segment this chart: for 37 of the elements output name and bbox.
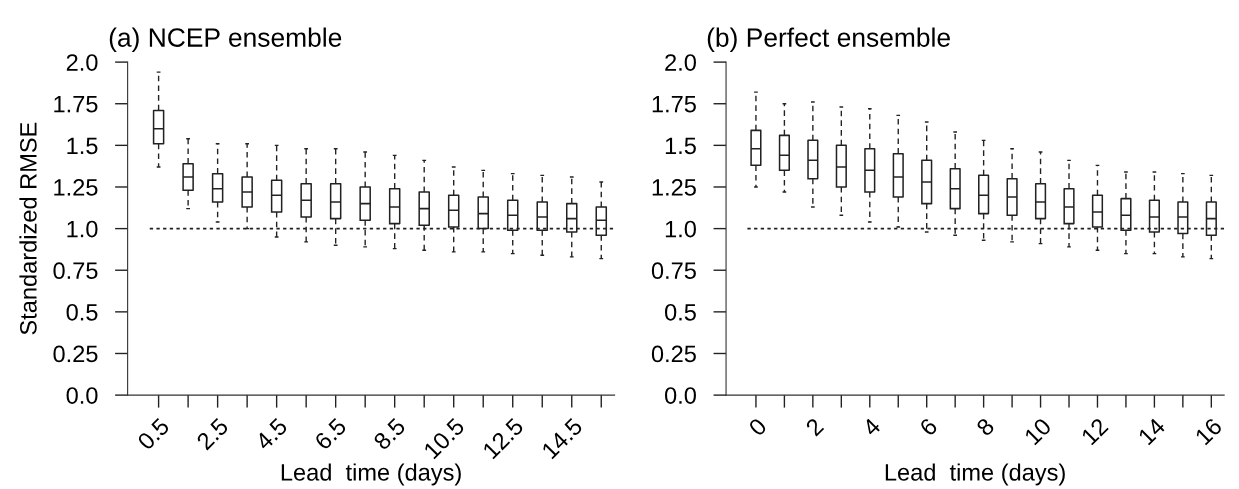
y-tick-label: 0.25 [53, 345, 98, 363]
x-tick-label: 6.5 [313, 417, 348, 451]
y-tick-label: 1.0 [67, 220, 98, 238]
y-tick-label: 0.0 [66, 387, 98, 404]
y-tick-label: 1.25 [54, 179, 98, 196]
x-axis-title: Lead time (days) [281, 463, 461, 486]
x-tick-label: 10 [1023, 417, 1053, 446]
y-tick-label: 1.0 [665, 220, 696, 238]
y-tick-label: 0.5 [66, 303, 98, 321]
y-tick-label: 1.5 [665, 137, 696, 155]
y-tick-label: 0.0 [664, 387, 696, 404]
x-axis-title: Lead time (days) [885, 463, 1065, 486]
chart-title: (a) NCEP ensemble [109, 27, 342, 53]
x-tick-label: 12 [1080, 417, 1109, 446]
y-tick-label: 2.0 [66, 54, 98, 71]
y-tick-label: 1.75 [54, 96, 98, 113]
chart-title: (b) Perfect ensemble [707, 27, 950, 53]
y-tick-label: 0.25 [651, 345, 696, 363]
y-tick-label: 0.5 [664, 303, 696, 321]
y-tick-label: 0.75 [651, 262, 696, 280]
y-tick-label: 1.5 [67, 137, 98, 155]
y-tick-label: 1.75 [652, 96, 696, 113]
x-tick-label: 4 [861, 417, 882, 437]
x-tick-label: 0.5 [136, 417, 171, 451]
x-tick-label: 0 [747, 417, 768, 437]
x-tick-label: 16 [1194, 417, 1223, 446]
x-tick-label: 8.5 [372, 417, 407, 451]
y-axis-title: Standardized RMSE [19, 122, 37, 335]
y-tick-label: 0.75 [53, 262, 98, 280]
x-tick-label: 8 [975, 417, 996, 437]
x-tick-label: 4.5 [254, 417, 289, 452]
x-tick-label: 2 [804, 417, 825, 437]
x-tick-label: 14 [1137, 417, 1167, 446]
x-tick-label: 2.5 [195, 417, 230, 451]
y-tick-label: 2.0 [665, 54, 696, 71]
y-tick-label: 1.25 [652, 179, 696, 196]
x-tick-label: 6 [918, 417, 939, 437]
